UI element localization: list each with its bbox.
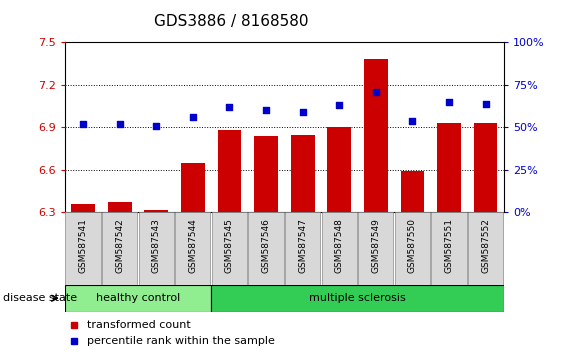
Bar (217, 130, 242, 212)
Text: GSM587541: GSM587541 (79, 218, 87, 273)
Point (334, 103, 343, 108)
Bar (437, 123, 461, 212)
Text: GSM587550: GSM587550 (408, 218, 417, 273)
Text: GSM587549: GSM587549 (372, 218, 380, 273)
Text: disease state: disease state (3, 293, 77, 303)
Text: GSM587548: GSM587548 (335, 218, 343, 273)
Text: GSM587552: GSM587552 (481, 218, 490, 273)
Bar (138, 212, 174, 285)
Point (298, 109, 307, 115)
Bar (395, 212, 430, 285)
Text: healthy control: healthy control (96, 293, 180, 303)
Text: GSM587545: GSM587545 (225, 218, 234, 273)
Bar (327, 127, 351, 212)
Bar (211, 285, 504, 312)
Point (115, 121, 124, 127)
Bar (102, 212, 137, 285)
Bar (108, 202, 132, 212)
Point (152, 123, 161, 129)
Bar (65, 285, 211, 312)
Text: percentile rank within the sample: percentile rank within the sample (87, 336, 275, 346)
Point (225, 104, 234, 110)
Point (261, 108, 270, 113)
Point (445, 99, 454, 105)
Bar (248, 212, 284, 285)
Point (372, 89, 381, 95)
Bar (285, 212, 320, 285)
Text: GDS3886 / 8168580: GDS3886 / 8168580 (154, 14, 309, 29)
Point (481, 101, 490, 107)
Text: GSM587546: GSM587546 (262, 218, 270, 273)
Bar (212, 212, 247, 285)
Text: GSM587544: GSM587544 (189, 218, 197, 273)
Bar (364, 59, 388, 212)
Bar (254, 136, 278, 212)
Point (79, 121, 88, 127)
Text: GSM587542: GSM587542 (115, 218, 124, 273)
Bar (181, 163, 205, 212)
Text: GSM587551: GSM587551 (445, 218, 453, 273)
Bar (358, 212, 394, 285)
Point (408, 118, 417, 124)
Point (188, 114, 197, 120)
Text: GSM587543: GSM587543 (152, 218, 160, 273)
Bar (71, 204, 95, 212)
Text: multiple sclerosis: multiple sclerosis (309, 293, 406, 303)
Bar (468, 212, 503, 285)
Bar (400, 171, 425, 212)
Bar (431, 212, 467, 285)
Bar (175, 212, 211, 285)
Text: transformed count: transformed count (87, 320, 190, 330)
Bar (321, 212, 357, 285)
Bar (65, 212, 101, 285)
Text: GSM587547: GSM587547 (298, 218, 307, 273)
Bar (291, 135, 315, 212)
Bar (144, 210, 168, 212)
Bar (473, 123, 498, 212)
